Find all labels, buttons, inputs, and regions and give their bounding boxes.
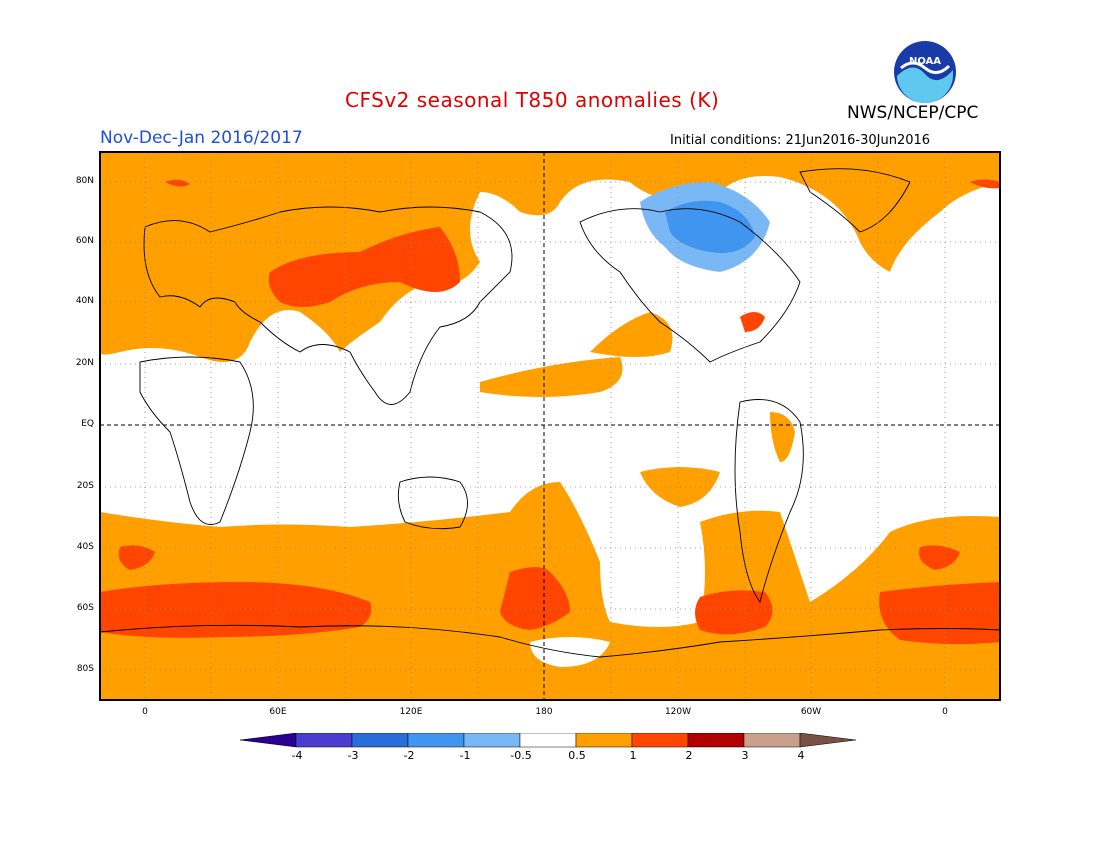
lat-label: 40N [75, 296, 94, 306]
lon-label: 0 [142, 707, 148, 717]
colorbar-swatch [743, 732, 801, 748]
colorbar-swatch [687, 732, 745, 748]
anomaly-map: 80N 60N 40N 20N EQ 20S 40S 60S 80S 0 60E… [76, 151, 1001, 717]
lon-label: 180 [535, 707, 553, 717]
colorbar-label: -1 [459, 749, 471, 762]
colorbar-swatch [519, 732, 577, 748]
noaa-logo: NOAA [893, 40, 957, 104]
lat-label: 80S [76, 664, 94, 674]
lat-label: 80N [75, 176, 94, 186]
lon-label: 0 [942, 707, 948, 717]
lat-label: 20N [75, 358, 94, 368]
lat-label: 40S [76, 542, 94, 552]
colorbar-swatch [631, 732, 689, 748]
initial-conditions-label: Initial conditions: 21Jun2016-30Jun2016 [670, 133, 931, 148]
colorbar-label: -3 [347, 749, 359, 762]
colorbar-swatch [799, 732, 857, 748]
anomaly-blue-regions [640, 182, 770, 272]
logo-text: NOAA [909, 56, 941, 67]
coastlines [99, 168, 1001, 658]
colorbar-label: 0.5 [568, 749, 586, 762]
color-legend: -4 -3 -2 -1 -0.5 0.5 1 2 3 4 [239, 732, 860, 773]
lon-label: 60W [800, 707, 822, 717]
lon-label: 120W [664, 707, 692, 717]
colorbar-swatch [463, 732, 521, 748]
colorbar-label: -2 [403, 749, 415, 762]
colorbar-swatch [239, 732, 297, 748]
colorbar-swatch [407, 732, 465, 748]
colorbar-swatch [575, 732, 633, 748]
lat-label: 60S [76, 603, 94, 613]
anomaly-neutral-regions [530, 637, 610, 667]
lon-label: 120E [399, 707, 423, 717]
map-canvas [99, 151, 1001, 701]
colorbar-label: 4 [797, 749, 805, 762]
colorbar-swatch [295, 732, 353, 748]
lat-label: 60N [75, 236, 94, 246]
colorbar-label: 2 [685, 749, 693, 762]
season-subtitle: Nov-Dec-Jan 2016/2017 [100, 128, 303, 148]
map-title: CFSv2 seasonal T850 anomalies (K) [345, 88, 720, 112]
agency-label: NWS/NCEP/CPC [847, 103, 979, 123]
colorbar-label: -4 [291, 749, 303, 762]
lat-label: 20S [76, 481, 94, 491]
map-border [99, 151, 1001, 701]
lon-label: 60E [269, 707, 287, 717]
colorbar-label: 3 [741, 749, 749, 762]
graticule [100, 152, 1000, 700]
colorbar-swatches [239, 732, 857, 748]
colorbar-swatch [351, 732, 409, 748]
lat-label: EQ [81, 419, 94, 429]
colorbar-label: -0.5 [510, 749, 532, 762]
colorbar-label: 1 [629, 749, 637, 762]
